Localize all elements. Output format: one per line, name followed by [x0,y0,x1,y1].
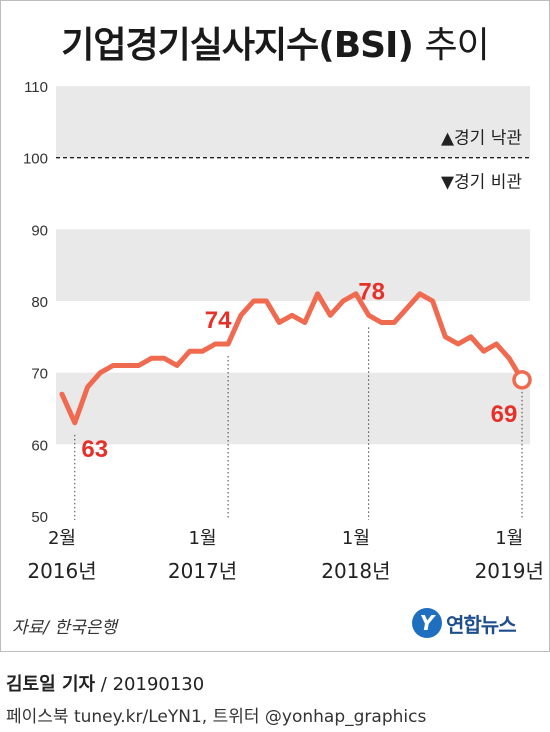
title-main: 기업경기실사지수(BSI) [61,25,414,66]
legend-pessimistic: ▼경기 비관 [441,173,522,193]
reporter-name: 김토일 기자 [6,674,96,695]
yonhap-logo: Y 연합뉴스 [412,606,517,640]
y-tick-label: 60 [31,437,48,454]
social-links: 페이스북 tuney.kr/LeYN1, 트위터 @yonhap_graphic… [6,707,427,727]
legend-optimistic: ▲경기 낙관 [441,129,522,149]
data-label: 78 [358,278,385,305]
last-point-marker [512,370,532,390]
x-tick-year: 2018년 [321,559,390,583]
y-tick-label: 70 [31,366,48,383]
y-tick-label: 110 [24,79,48,96]
data-label: 74 [205,307,232,334]
y-tick-label: 80 [31,294,48,311]
chart-title: 기업경기실사지수(BSI) 추이 [0,16,550,68]
bsi-line-chart: 50 60 70 80 90 100 110 ▲경기 낙관 ▼경기 비관 63 74 78 69 2월 20… [23,79,544,583]
y-tick-label: 100 [23,151,48,168]
x-tick-year: 2016년 [27,559,96,583]
x-tick-month: 1월 [342,528,370,549]
credit-line: 김토일 기자 / 20190130 [6,670,204,696]
data-label: 63 [81,436,108,463]
yonhap-logo-text: 연합뉴스 [446,612,517,637]
x-tick-year: 2017년 [168,559,237,583]
source-note: 자료/ 한국은행 [12,618,117,638]
bsi-series-line [59,291,525,426]
grid-band [56,372,530,445]
grid-band [56,86,530,158]
yonhap-logo-icon: Y [412,608,442,638]
data-label: 69 [491,401,518,428]
x-tick-year: 2019년 [475,559,544,583]
x-tick-month: 1월 [495,528,523,549]
grid-band [56,229,530,301]
x-tick-month: 2월 [48,528,76,549]
y-tick-label: 50 [31,509,48,526]
title-sub: 추이 [424,25,489,66]
x-tick-month: 1월 [189,528,217,549]
credit-date: / 20190130 [95,674,205,695]
y-tick-label: 90 [31,222,48,239]
